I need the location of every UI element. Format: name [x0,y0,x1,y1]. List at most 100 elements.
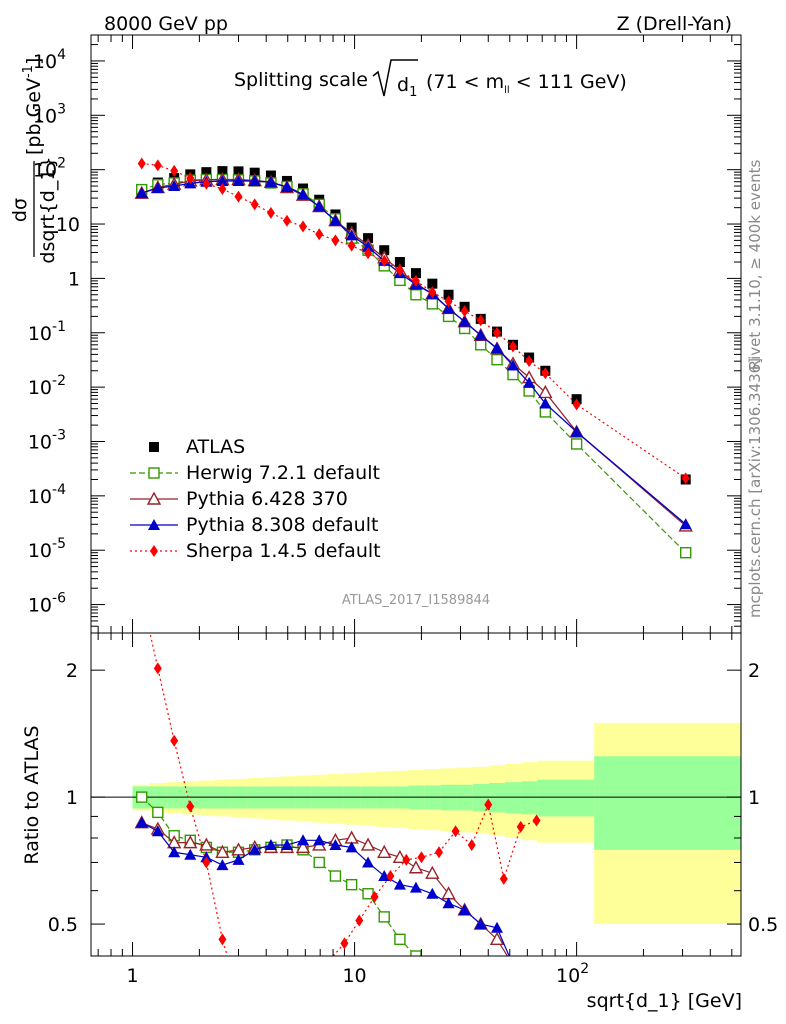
main-ytick-label: 103 [33,101,66,127]
ratio-point [417,851,426,864]
ratio-point [378,870,391,882]
main-point [135,187,148,199]
main-ytick-base: 10 [28,595,52,617]
main-point [570,425,583,437]
main-point [250,198,259,211]
xlabel: sqrt{d_1} [GeV] [587,990,742,1012]
legend-marker [146,491,162,505]
ratio-point [184,848,197,860]
ratio-series-line [149,633,537,956]
ratio-point [264,838,277,850]
legend-marker [148,467,160,479]
ratio-point [377,844,392,858]
ratio-ytick-label-left: 2 [66,660,78,682]
main-point [538,384,553,399]
ratio-ytick-label-left: 1 [66,787,78,809]
main-point [331,234,340,247]
main-ytick-exp: -5 [52,536,66,552]
ratio-point [183,835,198,849]
main-point [299,220,308,233]
main-point [362,240,375,252]
title-cut-sub: ll [504,85,510,96]
ratio-point [458,903,471,915]
ratio-point [360,837,376,851]
main-ytick-exp: 3 [57,101,66,117]
ratio-point [408,860,424,874]
ratio-band-green [594,756,742,850]
main-ytick-label: 10-2 [28,373,66,399]
ratio-point [152,806,164,819]
main-point [681,472,690,485]
main-ytick-label: 1 [68,268,80,290]
main-point [329,214,342,226]
main-series-line [141,162,687,479]
ratio-point [153,662,162,675]
ylabel-unit-end: ] [23,58,45,65]
ratio-point [402,853,411,866]
ratio-point [313,856,325,869]
main-point [506,359,519,371]
main-ytick-exp: -6 [52,591,66,607]
ratio-band-green [488,783,506,813]
ratio-point [467,838,476,851]
main-point [313,200,326,212]
legend-label: ATLAS [186,436,245,458]
main-series-layer [134,157,693,559]
ratio-point [507,959,519,970]
main-series-line [141,180,687,525]
ratio-point [202,856,211,869]
ratio-point [516,820,525,833]
title-sqrt-d: d1 [397,74,417,100]
main-point [458,315,471,327]
main-point [233,166,244,177]
main-point [266,206,275,219]
main-point [282,214,291,227]
legend-marker [150,545,158,557]
legend-item-4: Sherpa 1.4.5 default [130,540,381,562]
ratio-point [138,590,146,602]
main-point [523,376,536,388]
main-point [460,305,469,318]
ratio-ytick-label-right: 2 [748,660,760,682]
ratio-frame [90,632,742,957]
ratio-point [386,870,395,883]
main-point [234,190,243,203]
rivet-label: Rivet 3.1.10, ≥ 400k events [746,160,764,371]
legend-label: Sherpa 1.4.5 default [186,540,381,562]
main-ytick-label: 10-5 [28,536,66,562]
xtick-label-base: 10 [556,965,580,987]
main-ytick-label: 10-4 [28,482,66,508]
ratio-point [329,838,342,850]
ratio-point [393,878,406,890]
main-point [508,340,517,353]
main-point [170,164,179,177]
ratio-point [215,844,230,858]
ratio-point [168,846,181,858]
ratio-point [295,839,311,854]
ratio-bands [91,722,742,925]
main-point [444,295,453,308]
xtick-label-base: 1 [126,965,138,987]
main-point [475,339,487,351]
main-ytick-exp: -3 [52,427,66,443]
main-point [410,289,422,301]
main-point [264,176,277,188]
ylabel-unit-text: [pb,GeV [23,78,45,155]
main-point [426,298,439,310]
main-point [347,239,356,252]
ratio-point [135,816,148,828]
main-ylabel: dσ dsqrt{d_1} [pb,GeV-1] [9,58,59,264]
main-ytick-exp: -4 [52,482,66,498]
main-point [474,329,487,341]
main-ytick-exp: 2 [57,156,66,172]
ratio-ytick-label-left: 0.5 [48,914,78,936]
main-point [541,367,550,380]
main-point [491,353,503,366]
ratio-point [474,918,487,930]
main-ytick-base: 10 [33,160,57,182]
main-point [394,257,405,268]
ratio-point [344,830,359,844]
main-point [249,167,260,178]
legend-label: Pythia 6.428 370 [186,488,348,510]
